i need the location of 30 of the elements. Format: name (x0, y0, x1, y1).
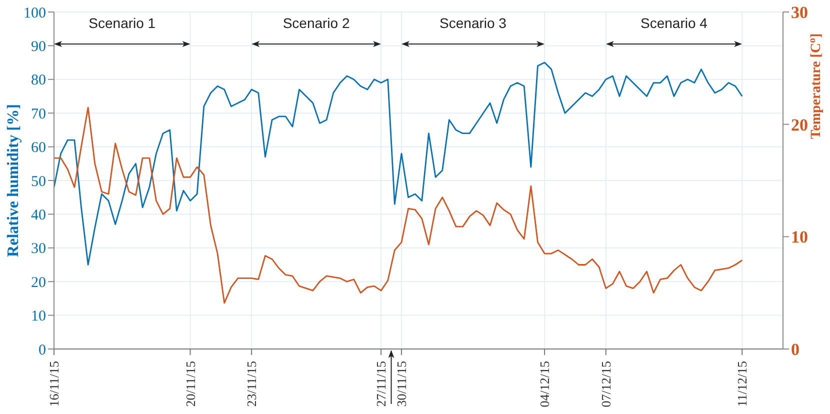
annotation: Scenario 4 (640, 15, 708, 31)
y-tick-label: 30 (31, 241, 46, 258)
line-series (54, 62, 743, 266)
x-tick-label: 20/11/15 (182, 361, 198, 407)
y-tick-label: 50 (31, 174, 46, 190)
y-tick-label: 90 (31, 39, 46, 56)
x-tick-label: 04/12/15 (537, 361, 552, 408)
y2-tick-label: 0 (791, 340, 800, 360)
x-tick-label: 27/11/15 (374, 361, 389, 407)
x-tick-label: 11/12/15 (734, 361, 750, 407)
x-tick-label: 07/12/15 (598, 361, 614, 408)
y-tick-label: 80 (31, 72, 46, 89)
x-tick-label: 30/11/15 (394, 361, 409, 407)
y-tick-label: 100 (24, 5, 46, 22)
y-tick-label: 40 (31, 208, 46, 224)
annotation: Scenario 1 (88, 15, 156, 31)
y-tick-label: 70 (31, 106, 46, 122)
y-tick-label: 0 (38, 342, 46, 358)
annotation: Scenario 2 (282, 15, 350, 31)
y2-tick-label: 10 (791, 228, 808, 247)
y2-tick-label: 30 (791, 3, 808, 22)
line-series (54, 106, 743, 304)
x-tick-label: 23/11/15 (244, 361, 260, 407)
y-axis-title: Relative humidity [%] (5, 104, 22, 257)
annotation: Scenario 3 (440, 15, 507, 31)
y-tick-label: 20 (31, 274, 46, 291)
y-tick-label: 60 (31, 140, 46, 156)
y2-tick-label: 20 (791, 115, 808, 134)
y-tick-label: 10 (31, 308, 46, 325)
x-tick-label: 16/11/15 (46, 361, 62, 407)
